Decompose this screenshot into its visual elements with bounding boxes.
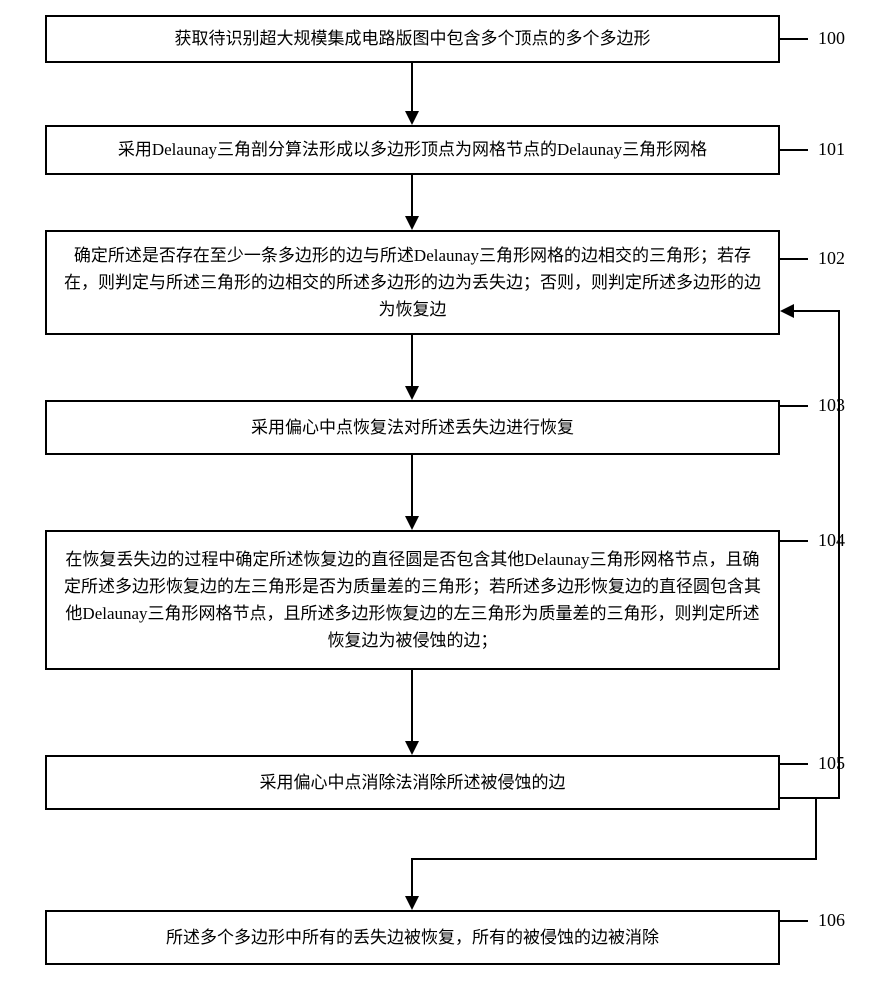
step-text: 在恢复丢失边的过程中确定所述恢复边的直径圆是否包含其他Delaunay三角形网格… — [63, 546, 762, 655]
step-label-106: 106 — [818, 910, 845, 931]
arrow-head — [405, 896, 419, 910]
step-label-101: 101 — [818, 139, 845, 160]
label-connector — [780, 258, 808, 260]
side-down-h — [411, 858, 817, 860]
side-down-v — [815, 797, 817, 860]
arrow-line — [411, 335, 413, 387]
side-down-v2 — [411, 858, 413, 897]
arrow-head — [405, 386, 419, 400]
step-text: 采用Delaunay三角剖分算法形成以多边形顶点为网格节点的Delaunay三角… — [118, 136, 707, 163]
step-text: 确定所述是否存在至少一条多边形的边与所述Delaunay三角形网格的边相交的三角… — [63, 242, 762, 324]
step-text: 所述多个多边形中所有的丢失边被恢复，所有的被侵蚀的边被消除 — [166, 924, 659, 951]
loopback-arrow-head — [780, 304, 794, 318]
loopback-h-bottom — [780, 797, 840, 799]
arrow-head — [405, 516, 419, 530]
step-box-105: 采用偏心中点消除法消除所述被侵蚀的边 — [45, 755, 780, 810]
step-box-106: 所述多个多边形中所有的丢失边被恢复，所有的被侵蚀的边被消除 — [45, 910, 780, 965]
label-connector — [780, 38, 808, 40]
loopback-v — [838, 310, 840, 799]
step-label-105: 105 — [818, 753, 845, 774]
step-label-104: 104 — [818, 530, 845, 551]
step-label-103: 103 — [818, 395, 845, 416]
label-connector — [780, 920, 808, 922]
label-connector — [780, 540, 808, 542]
loopback-h-top — [794, 310, 840, 312]
arrow-line — [411, 670, 413, 742]
arrow-line — [411, 63, 413, 112]
step-box-101: 采用Delaunay三角剖分算法形成以多边形顶点为网格节点的Delaunay三角… — [45, 125, 780, 175]
arrow-head — [405, 216, 419, 230]
step-label-100: 100 — [818, 28, 845, 49]
arrow-line — [411, 175, 413, 217]
arrow-line — [411, 455, 413, 517]
step-text: 采用偏心中点恢复法对所述丢失边进行恢复 — [251, 414, 574, 441]
step-box-100: 获取待识别超大规模集成电路版图中包含多个顶点的多个多边形 — [45, 15, 780, 63]
arrow-head — [405, 111, 419, 125]
label-connector — [780, 149, 808, 151]
step-box-104: 在恢复丢失边的过程中确定所述恢复边的直径圆是否包含其他Delaunay三角形网格… — [45, 530, 780, 670]
step-text: 采用偏心中点消除法消除所述被侵蚀的边 — [260, 769, 566, 796]
step-text: 获取待识别超大规模集成电路版图中包含多个顶点的多个多边形 — [175, 25, 651, 52]
arrow-head — [405, 741, 419, 755]
step-label-102: 102 — [818, 248, 845, 269]
label-connector — [780, 763, 808, 765]
label-connector — [780, 405, 808, 407]
step-box-102: 确定所述是否存在至少一条多边形的边与所述Delaunay三角形网格的边相交的三角… — [45, 230, 780, 335]
step-box-103: 采用偏心中点恢复法对所述丢失边进行恢复 — [45, 400, 780, 455]
